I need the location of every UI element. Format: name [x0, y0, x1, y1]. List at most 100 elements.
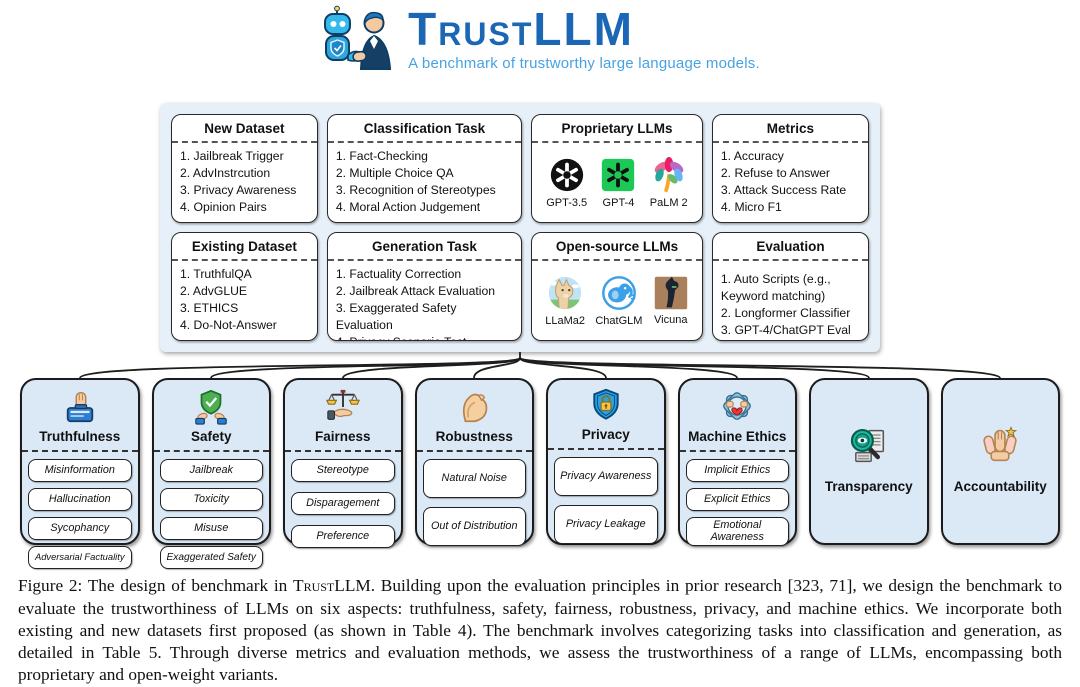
dashed-divider — [548, 448, 664, 450]
dashed-divider — [285, 450, 401, 452]
sub-item: Hallucination — [28, 488, 132, 511]
sub-item: Explicit Ethics — [686, 488, 790, 511]
logo-title: TrustLLM — [408, 6, 634, 52]
sub-item: Toxicity — [160, 488, 264, 511]
model-label: ChatGLM — [595, 315, 642, 327]
aspect-subitems: Misinformation Hallucination Sycophancy … — [28, 459, 132, 569]
dashed-divider — [417, 450, 533, 452]
aspect-title: Fairness — [291, 429, 395, 444]
card-title: Evaluation — [713, 233, 868, 261]
card-item-ellipsis: ... ... — [180, 334, 309, 341]
card-open-source-llms: Open-source LLMs LLaMa2 — [531, 232, 703, 341]
aspect-title: Accountability — [949, 479, 1053, 494]
aspect-fairness: Fairness Stereotype Disparagement Prefer… — [283, 378, 403, 545]
caption-trustllm: TrustLLM — [293, 576, 371, 595]
card-item: 1. Auto Scripts (e.g., Keyword matching) — [721, 271, 860, 305]
model-gpt-4: GPT-4 — [599, 156, 637, 209]
gpt-4-icon — [599, 156, 637, 194]
card-item: 4. Moral Action Judgement — [336, 199, 513, 216]
card-generation-task: Generation Task 1. Factuality Correction… — [327, 232, 522, 341]
aspect-subitems: Jailbreak Toxicity Misuse Exaggerated Sa… — [160, 459, 264, 569]
sub-item: Misuse — [160, 517, 264, 540]
sub-item: Stereotype — [291, 459, 395, 482]
card-item: 4. Micro F1 — [721, 199, 860, 216]
card-item: 1. Accuracy — [721, 148, 860, 165]
card-item: 3. GPT-4/ChatGPT Eval — [721, 322, 860, 339]
card-item: 2. Longformer Classifier — [721, 305, 860, 322]
card-items: 1. Factuality Correction 2. Jailbreak At… — [336, 261, 513, 341]
card-title: Proprietary LLMs — [532, 115, 702, 143]
card-title: Existing Dataset — [172, 233, 317, 261]
connector-lines — [0, 352, 1080, 378]
aspect-truthfulness: Truthfulness Misinformation Hallucinatio… — [20, 378, 140, 545]
card-title: Metrics — [713, 115, 868, 143]
sub-item: Preference — [291, 525, 395, 548]
aspect-transparency: Transparency — [809, 378, 929, 545]
aspect-title: Robustness — [423, 429, 527, 444]
aspect-robustness: Robustness Natural Noise Out of Distribu… — [415, 378, 535, 545]
aspect-subitems: Implicit Ethics Explicit Ethics Emotiona… — [686, 459, 790, 546]
dashed-divider — [680, 450, 796, 452]
benchmark-overview-panel: New Dataset 1. Jailbreak Trigger 2. AdvI… — [160, 103, 880, 352]
card-item: 4. Do-Not-Answer — [180, 317, 309, 334]
aspect-accountability: Accountability — [941, 378, 1061, 545]
caption-prefix: Figure 2: The design of benchmark in — [18, 576, 293, 595]
model-label: GPT-4 — [603, 197, 635, 209]
sub-item: Implicit Ethics — [686, 459, 790, 482]
shield-check-hands-icon — [160, 388, 264, 426]
card-item-ellipsis: ... ... — [721, 216, 860, 223]
gear-heart-icon — [686, 388, 790, 426]
sub-item: Adversarial Factuality — [28, 546, 132, 569]
aspect-title: Safety — [160, 429, 264, 444]
sub-item: Disparagement — [291, 492, 395, 515]
card-item-ellipsis: ... ... — [336, 216, 513, 223]
model-vicuna: Vicuna — [653, 275, 689, 326]
magnifier-eye-icon — [817, 422, 921, 470]
card-item: 3. ETHICS — [180, 300, 309, 317]
sub-item: Privacy Leakage — [554, 505, 658, 544]
card-item: 2. AdvInstrcution — [180, 165, 309, 182]
model-label: Vicuna — [654, 314, 687, 326]
model-chatglm: ChatGLM — [595, 274, 642, 327]
card-items: 1. Fact-Checking 2. Multiple Choice QA 3… — [336, 143, 513, 223]
card-metrics: Metrics 1. Accuracy 2. Refuse to Answer … — [712, 114, 869, 223]
aspect-subitems: Natural Noise Out of Distribution — [423, 459, 527, 546]
oath-book-icon — [28, 388, 132, 426]
card-item: 2. Jailbreak Attack Evaluation — [336, 283, 513, 300]
sub-item: Misinformation — [28, 459, 132, 482]
card-items: 1. Auto Scripts (e.g., Keyword matching)… — [721, 261, 860, 339]
card-item: 2. AdvGLUE — [180, 283, 309, 300]
model-label: GPT-3.5 — [546, 197, 587, 209]
card-new-dataset: New Dataset 1. Jailbreak Trigger 2. AdvI… — [171, 114, 318, 223]
palm-2-icon — [650, 156, 688, 194]
card-title: New Dataset — [172, 115, 317, 143]
logo-text: TrustLLM A benchmark of trustworthy larg… — [408, 6, 760, 72]
sub-item: Natural Noise — [423, 459, 527, 498]
aspect-subitems: Stereotype Disparagement Preference — [291, 459, 395, 548]
aspect-subitems: Privacy Awareness Privacy Leakage — [554, 457, 658, 544]
aspect-title: Machine Ethics — [686, 429, 790, 444]
sub-item: Emotional Awareness — [686, 517, 790, 546]
chatglm-icon — [600, 274, 638, 312]
card-classification-task: Classification Task 1. Fact-Checking 2. … — [327, 114, 522, 223]
card-item: 1. Fact-Checking — [336, 148, 513, 165]
shield-lock-icon — [554, 388, 658, 424]
card-title: Classification Task — [328, 115, 521, 143]
model-llama2: LLaMa2 — [545, 274, 585, 327]
vicuna-icon — [653, 275, 689, 311]
aspect-privacy: Privacy Privacy Awareness Privacy Leakag… — [546, 378, 666, 545]
card-evaluation: Evaluation 1. Auto Scripts (e.g., Keywor… — [712, 232, 869, 341]
sub-item: Privacy Awareness — [554, 457, 658, 496]
sub-item: Out of Distribution — [423, 507, 527, 546]
aspect-title: Transparency — [817, 479, 921, 494]
model-palm-2: PaLM 2 — [650, 156, 688, 209]
card-items: 1. TruthfulQA 2. AdvGLUE 3. ETHICS 4. Do… — [180, 261, 309, 341]
aspect-title: Privacy — [554, 427, 658, 442]
card-item: 1. TruthfulQA — [180, 266, 309, 283]
card-title: Open-source LLMs — [532, 233, 702, 261]
card-proprietary-llms: Proprietary LLMs GPT-3.5 — [531, 114, 703, 223]
aspect-title: Truthfulness — [28, 429, 132, 444]
card-title: Generation Task — [328, 233, 521, 261]
sub-item: Sycophancy — [28, 517, 132, 540]
card-item-ellipsis: ... ... — [180, 216, 309, 223]
